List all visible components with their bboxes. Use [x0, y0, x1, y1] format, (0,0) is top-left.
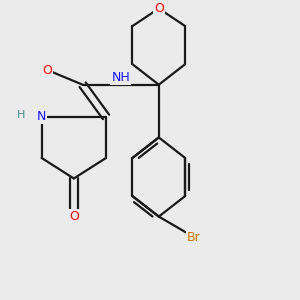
Text: H: H [17, 110, 25, 121]
Text: O: O [69, 210, 79, 223]
Text: NH: NH [111, 71, 130, 84]
Text: N: N [37, 110, 46, 123]
Text: O: O [154, 2, 164, 15]
Text: Br: Br [187, 231, 201, 244]
Text: O: O [43, 64, 52, 76]
